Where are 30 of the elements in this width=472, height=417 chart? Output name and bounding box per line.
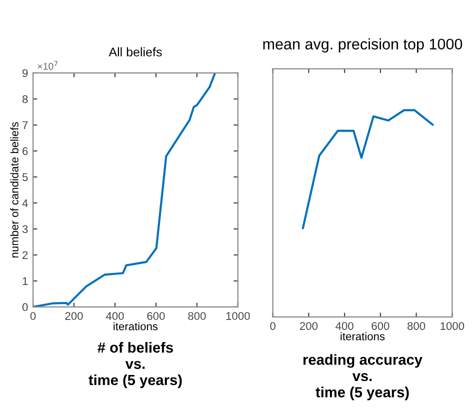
x-tick-label: 800 (188, 312, 206, 320)
y-tick-label: 3 (22, 225, 28, 234)
chart-title: All beliefs (108, 47, 162, 56)
x-tick-label: 600 (372, 322, 390, 330)
x-tick-label: 200 (65, 312, 83, 320)
x-tick-label: 800 (408, 322, 426, 330)
y-tick-label: 0 (22, 303, 28, 312)
y-tick-label: 6 (22, 147, 28, 156)
x-tick-label: 1000 (226, 312, 250, 320)
y-tick-label: 9 (22, 69, 28, 78)
x-axis-title: iterations (114, 322, 158, 330)
y-tick-label: 8 (22, 95, 28, 104)
x-tick-label: 600 (147, 312, 165, 320)
x-tick-label: 0 (30, 312, 36, 320)
x-tick-label: 400 (336, 322, 354, 330)
y-tick-label: 4 (22, 199, 28, 207)
text: ×10$^{7}$ (38, 61, 58, 70)
y-tick-label: 7 (22, 121, 28, 129)
text: reading accuracy vs. time (5 years) (303, 354, 422, 400)
y-tick-label: 2 (22, 251, 28, 259)
x-tick-label: 1000 (440, 322, 464, 330)
y-tick-label: 1 (22, 277, 28, 285)
chart-title: mean avg. precision top 1000 (263, 38, 462, 53)
x-axis-title: iterations (340, 332, 385, 340)
y-tick-label: 5 (22, 173, 28, 182)
x-tick-label: 200 (300, 322, 318, 330)
text: # of beliefs vs. time (5 years) (88, 342, 182, 388)
x-tick-label: 400 (106, 312, 124, 320)
y-axis-title: number of candidate beliefs (10, 122, 18, 258)
x-tick-label: 0 (270, 322, 276, 330)
